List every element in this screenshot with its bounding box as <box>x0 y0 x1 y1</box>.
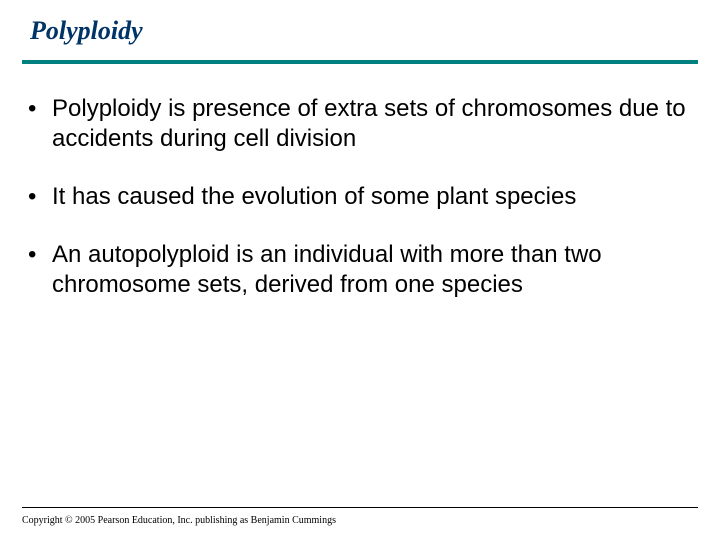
content-area: • Polyploidy is presence of extra sets o… <box>0 64 720 300</box>
bullet-text: Polyploidy is presence of extra sets of … <box>52 94 694 154</box>
bullet-text: An autopolyploid is an individual with m… <box>52 240 694 300</box>
bullet-icon: • <box>26 240 52 270</box>
bullet-text: It has caused the evolution of some plan… <box>52 182 576 212</box>
slide-title: Polyploidy <box>0 0 720 60</box>
slide: Polyploidy • Polyploidy is presence of e… <box>0 0 720 540</box>
list-item: • An autopolyploid is an individual with… <box>26 240 694 300</box>
list-item: • It has caused the evolution of some pl… <box>26 182 694 212</box>
copyright-text: Copyright © 2005 Pearson Education, Inc.… <box>22 515 336 526</box>
bullet-icon: • <box>26 94 52 124</box>
footer-divider <box>22 507 698 508</box>
list-item: • Polyploidy is presence of extra sets o… <box>26 94 694 154</box>
bullet-icon: • <box>26 182 52 212</box>
